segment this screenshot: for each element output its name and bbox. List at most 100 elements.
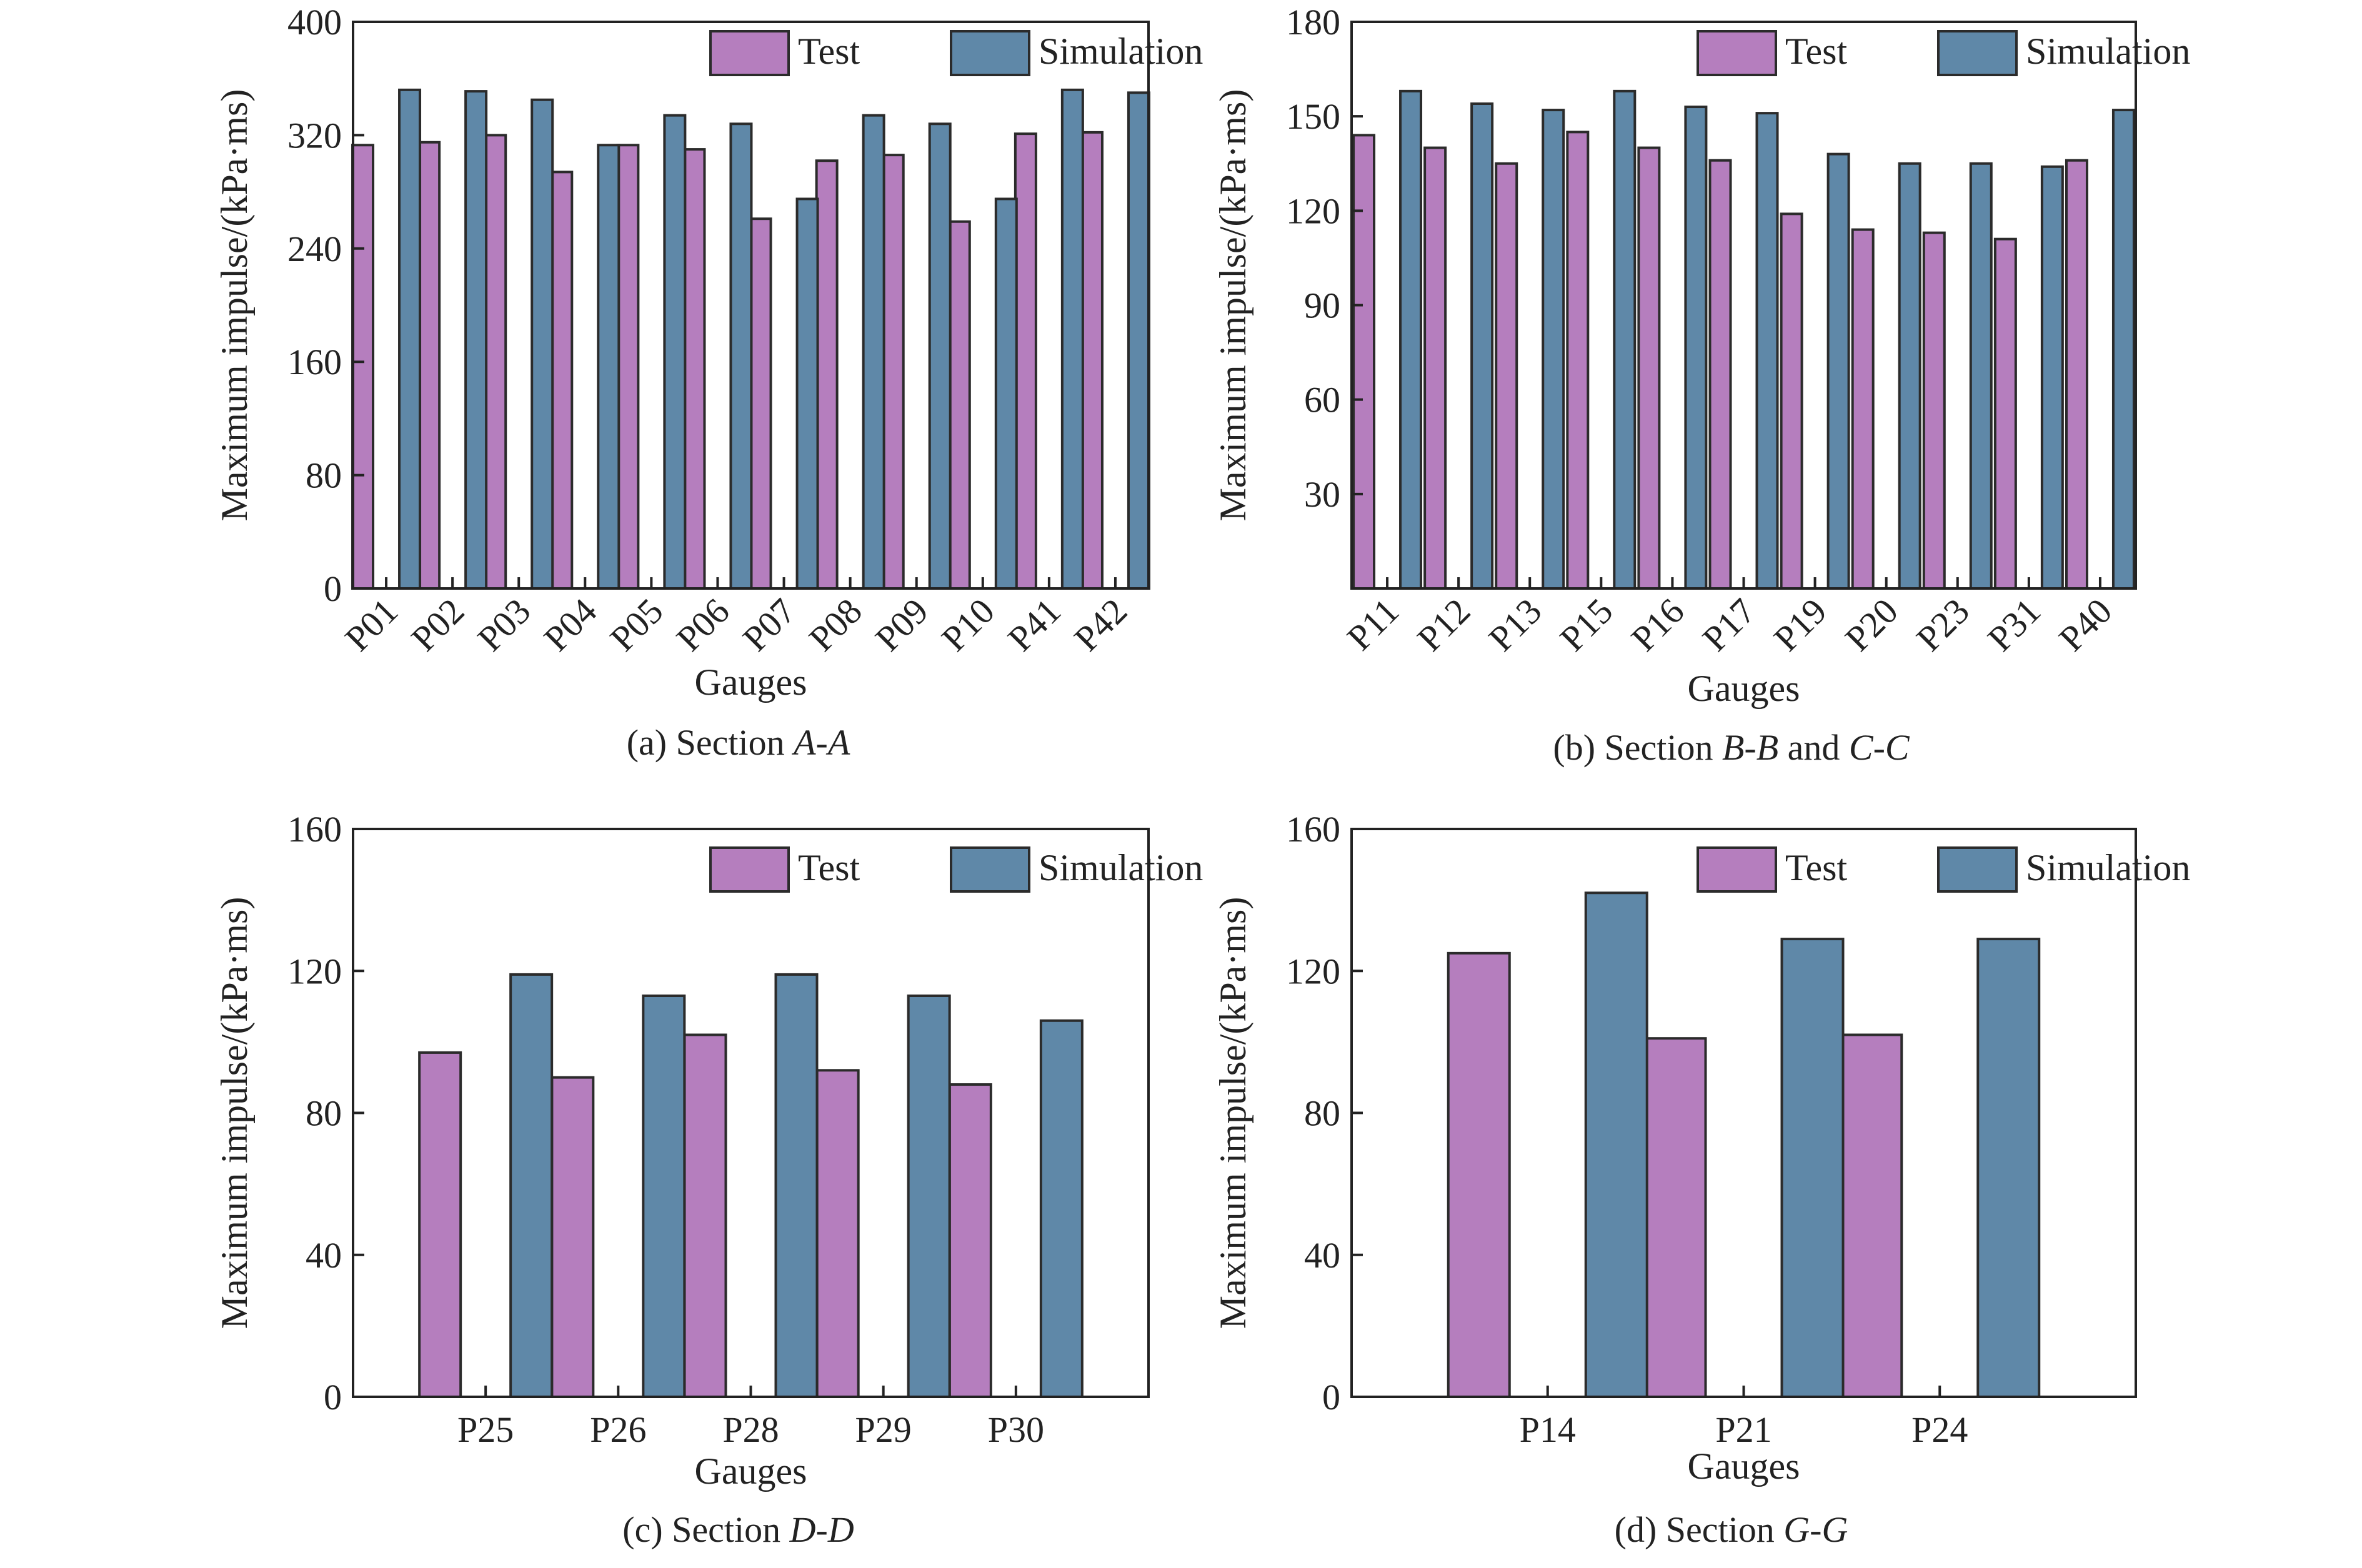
- bar-simulation-P24: [1976, 938, 2041, 1398]
- legend-swatch-simulation: [1937, 30, 2018, 76]
- x-tick-label: P12: [1410, 590, 1478, 659]
- bar-test-P25: [418, 1051, 462, 1398]
- bar-test-P21: [1643, 1037, 1707, 1398]
- x-tick-label: P42: [1066, 590, 1135, 659]
- bar-test-P19: [1780, 212, 1803, 590]
- x-axis-title: Gauges: [695, 1451, 807, 1492]
- y-tick-label: 40: [306, 1235, 342, 1276]
- y-tick-label: 80: [306, 455, 342, 496]
- bar-simulation-P09: [928, 122, 952, 590]
- bar-simulation-P10: [994, 197, 1018, 590]
- y-tick-label: 120: [287, 951, 342, 991]
- x-tick-label: P31: [1980, 590, 2048, 659]
- bar-test-P12: [1423, 146, 1447, 590]
- legend-swatch-simulation: [950, 30, 1030, 76]
- bar-test-P23: [1922, 231, 1946, 590]
- bar-test-P04: [550, 171, 574, 590]
- legend-label-test: Test: [1785, 31, 1847, 72]
- bar-test-P24: [1839, 1033, 1903, 1398]
- bar-test-P10: [947, 220, 971, 590]
- legend-swatch-test: [709, 30, 790, 76]
- bar-test-P03: [484, 134, 507, 590]
- x-tick-label: P02: [404, 590, 472, 659]
- bar-simulation-P20: [1898, 162, 1921, 590]
- x-tick-label: P25: [457, 1409, 514, 1450]
- legend-label-simulation: Simulation: [1039, 31, 1203, 72]
- bar-simulation-P11: [1399, 89, 1423, 590]
- legend: Test Simulation: [1697, 846, 2190, 893]
- y-tick-label: 40: [1304, 1235, 1340, 1276]
- plot-frame: [352, 21, 1150, 590]
- x-tick-label: P40: [2051, 590, 2120, 659]
- y-tick-label: 30: [1304, 474, 1340, 515]
- y-axis-title: Maximum impulse/(kPa·ms): [214, 897, 255, 1329]
- chart-caption: (b) Section B-B and C-C: [1553, 727, 1910, 768]
- legend: Test Simulation: [709, 846, 1203, 893]
- bar-test-P08: [815, 159, 839, 590]
- bar-test-P11: [1352, 134, 1376, 590]
- x-tick-label: P11: [1339, 590, 1407, 658]
- legend-label-simulation: Simulation: [2026, 847, 2190, 888]
- bar-simulation-P08: [862, 114, 885, 590]
- bar-test-P20: [1851, 228, 1875, 590]
- y-tick-label: 80: [306, 1093, 342, 1134]
- y-tick-label: 120: [1286, 191, 1340, 231]
- x-tick-label: P01: [337, 590, 406, 659]
- y-tick-label: 160: [287, 809, 342, 850]
- plot-frame: [1350, 21, 2137, 590]
- caption-text: and: [1778, 727, 1849, 768]
- chart-panel-2: 0 40 80 120 160 P25 P26 P28 P29 P30 Gauges Maximum …: [214, 809, 1203, 1550]
- y-tick-label: 180: [1286, 2, 1340, 42]
- bar-test-P15: [1566, 131, 1590, 590]
- bar-simulation-P07: [795, 197, 819, 590]
- bar-simulation-P15: [1613, 89, 1637, 590]
- x-tick-label: P09: [867, 590, 936, 659]
- caption-text: (a) Section: [627, 722, 794, 763]
- x-tick-label: P13: [1481, 590, 1550, 659]
- x-tick-label: P17: [1695, 590, 1763, 659]
- legend: Test Simulation: [709, 30, 1203, 76]
- legend: Test Simulation: [1697, 30, 2190, 76]
- y-tick-label: 400: [287, 2, 342, 42]
- x-tick-label: P07: [735, 590, 804, 659]
- bar-simulation-P05: [663, 114, 687, 590]
- bar-test-P41: [1014, 132, 1037, 590]
- bar-simulation-P03: [531, 98, 554, 590]
- x-tick-label: P10: [934, 590, 1002, 659]
- bar-simulation-P42: [1127, 91, 1150, 590]
- y-tick-label: 0: [324, 1377, 342, 1417]
- x-tick-label: P15: [1552, 590, 1621, 659]
- bar-simulation-P40: [2111, 109, 2135, 590]
- bar-simulation-P14: [1584, 891, 1648, 1398]
- bar-simulation-P04: [597, 144, 620, 590]
- x-tick-label: P16: [1623, 590, 1692, 659]
- bar-test-P01: [351, 144, 375, 590]
- x-tick-label: P08: [801, 590, 870, 659]
- y-tick-label: 90: [1304, 285, 1340, 326]
- x-tick-label: P06: [669, 590, 737, 659]
- bar-simulation-P41: [1060, 88, 1084, 590]
- legend-label-test: Test: [1785, 847, 1847, 888]
- x-tick-label: P03: [470, 590, 539, 659]
- y-tick-label: 0: [324, 568, 342, 609]
- bar-simulation-P02: [464, 90, 488, 590]
- legend-swatch-simulation: [1937, 846, 2018, 893]
- y-axis-title: Maximum impulse/(kPa·ms): [1212, 897, 1253, 1329]
- bar-simulation-P23: [1969, 162, 1993, 590]
- y-tick-label: 160: [287, 342, 342, 382]
- x-tick-label: P28: [722, 1409, 779, 1450]
- bar-simulation-P28: [774, 973, 819, 1398]
- legend-swatch-test: [709, 846, 790, 893]
- chart-panel-0: 080160240320400P01P02P03P04P05P06P07P08P…: [214, 2, 1203, 763]
- x-tick-label: P41: [1000, 590, 1069, 659]
- bar-simulation-P30: [1039, 1019, 1084, 1398]
- x-axis-title: Gauges: [1688, 1446, 1800, 1487]
- chart-caption: (a) Section A-A: [627, 722, 850, 763]
- y-axis-title: Maximum impulse/(kPa·ms): [1212, 89, 1253, 522]
- bar-test-P14: [1447, 951, 1511, 1398]
- y-tick-label: 320: [287, 115, 342, 156]
- y-tick-label: 160: [1286, 809, 1340, 850]
- bar-simulation-P29: [907, 995, 951, 1399]
- bar-simulation-P01: [398, 88, 422, 590]
